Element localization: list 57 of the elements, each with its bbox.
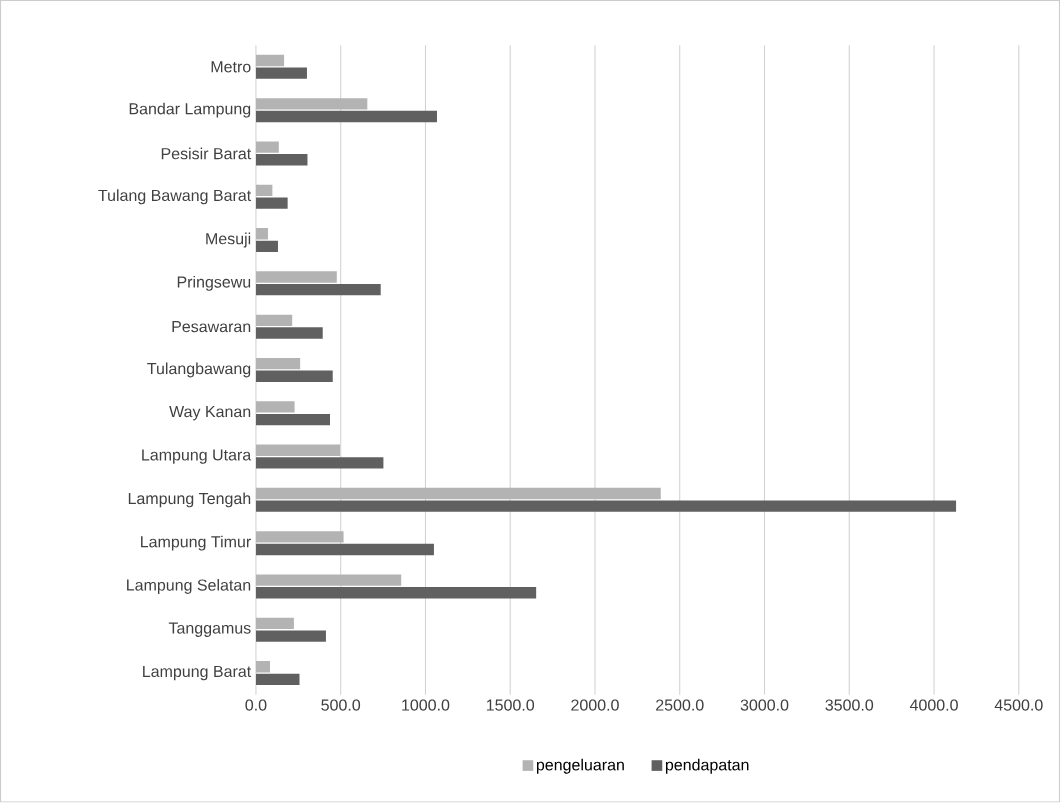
bar	[255, 457, 384, 469]
bar	[255, 284, 381, 296]
bar	[255, 111, 437, 123]
x-tick-label: 3500.0	[825, 699, 874, 711]
bar	[255, 587, 537, 599]
bar	[255, 673, 300, 686]
bar	[255, 401, 295, 413]
bar	[255, 55, 285, 67]
bar	[255, 358, 301, 370]
bar	[255, 444, 341, 457]
bar	[255, 67, 307, 80]
y-tick-label: Tulang Bawang Barat	[98, 189, 252, 205]
y-tick-label: Pringsewu	[177, 276, 251, 292]
bar	[255, 184, 273, 197]
y-tick-label: Bandar Lampung	[129, 102, 251, 118]
bar	[255, 544, 434, 556]
y-tick-label: Pesisir Barat	[161, 147, 252, 160]
bar	[255, 488, 661, 500]
bar	[255, 228, 268, 240]
y-tick-label: Metro	[211, 61, 251, 73]
bar	[255, 500, 957, 513]
y-tick-label: Lampung Barat	[143, 666, 252, 681]
bar	[255, 314, 293, 327]
x-tick-label: 1500.0	[486, 699, 535, 711]
x-tick-label: 4000.0	[909, 699, 958, 711]
y-tick-label: Lampung Selatan	[127, 579, 251, 595]
y-tick-label: Lampung Timur	[141, 535, 251, 551]
bar	[255, 240, 278, 253]
bar	[255, 630, 326, 642]
y-tick-label: Way Kanan	[169, 406, 251, 421]
bar	[255, 531, 344, 543]
bar	[255, 617, 294, 630]
bar	[255, 197, 288, 209]
x-tick-label: 500.0	[321, 699, 361, 711]
bar	[255, 370, 333, 383]
x-tick-label: 1000.0	[402, 699, 450, 711]
y-tick-label: Mesuji	[206, 232, 251, 248]
bar	[255, 154, 308, 166]
x-tick-label: 3000.0	[740, 699, 789, 711]
y-tick-label: Tanggamus	[168, 622, 251, 638]
bar	[255, 327, 323, 339]
x-tick-label: 0.0	[245, 699, 267, 711]
legend-label: pengeluaran	[536, 758, 624, 774]
legend-label: pendapatan	[665, 758, 749, 774]
y-tick-label: Pesawaran	[172, 321, 251, 333]
x-tick-label: 4500.0	[994, 699, 1043, 711]
bar	[255, 141, 279, 153]
bar	[255, 271, 337, 283]
y-tick-label: Lampung Tengah	[128, 492, 251, 508]
bar	[255, 414, 331, 426]
y-tick-label: Tulangbawang	[147, 362, 251, 378]
bar	[255, 661, 271, 673]
x-tick-label: 2500.0	[656, 699, 704, 711]
bar	[255, 574, 402, 586]
x-tick-label: 2000.0	[571, 699, 619, 711]
y-tick-label: Lampung Utara	[142, 449, 252, 464]
bar	[255, 98, 368, 110]
